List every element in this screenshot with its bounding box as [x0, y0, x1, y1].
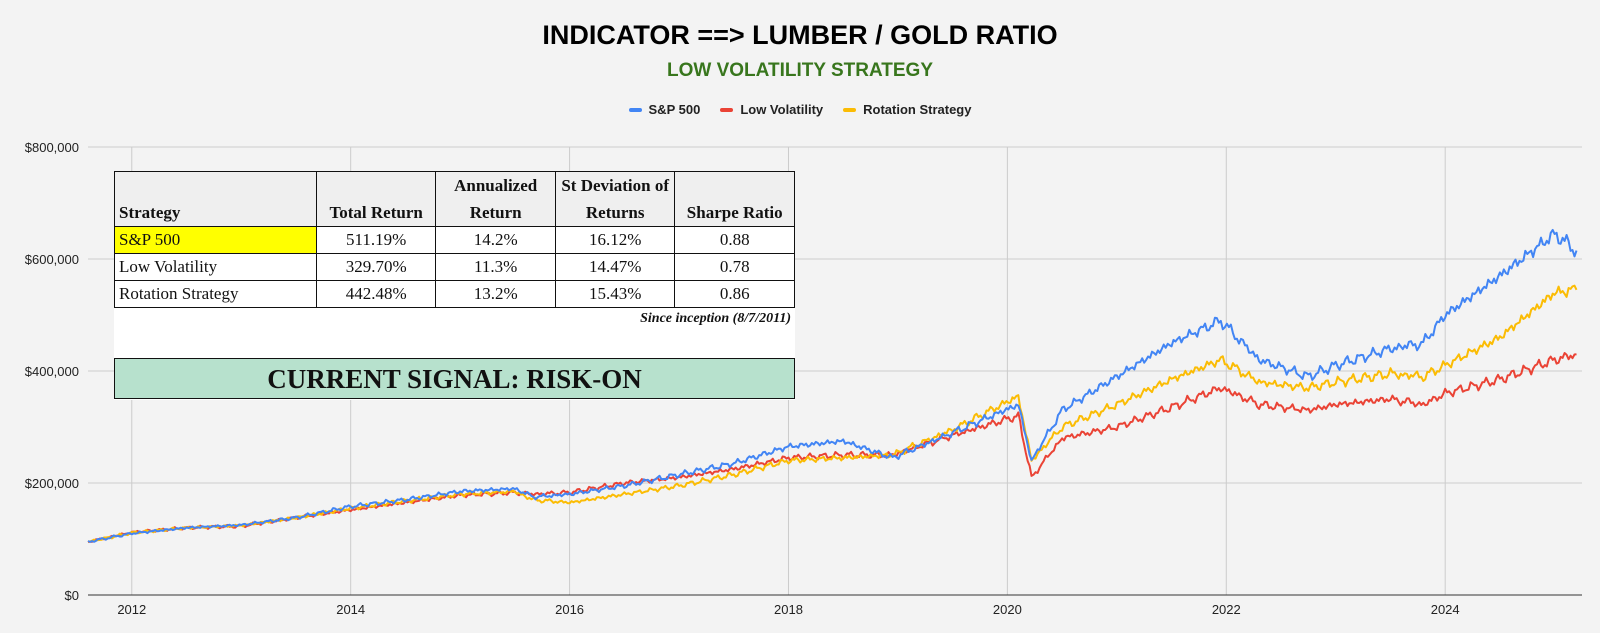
cell-annualized-return: 11.3%	[435, 253, 556, 281]
series-line-low-volatility	[87, 352, 1577, 544]
table-row: Low Volatility 329.70% 11.3% 14.47% 0.78	[114, 253, 795, 281]
col-header-total-return: Total Return	[315, 171, 437, 227]
cell-total-return: 329.70%	[315, 253, 437, 281]
col-header-annualized-return: Annualized Return	[435, 171, 556, 227]
y-tick-label: $0	[65, 588, 79, 603]
cell-st-deviation: 16.12%	[554, 226, 676, 254]
y-tick-label: $600,000	[25, 252, 79, 267]
chart-title: INDICATOR ==> LUMBER / GOLD RATIO	[542, 20, 1058, 50]
cell-annualized-return: 13.2%	[435, 280, 556, 308]
x-tick-label: 2012	[117, 602, 146, 617]
table-row: Rotation Strategy 442.48% 13.2% 15.43% 0…	[114, 280, 795, 308]
x-tick-label: 2014	[336, 602, 365, 617]
x-tick-label: 2016	[555, 602, 584, 617]
x-tick-label: 2024	[1431, 602, 1460, 617]
legend-label-rotation-strategy: Rotation Strategy	[863, 102, 972, 117]
chart-legend: S&P 500 Low Volatility Rotation Strategy	[0, 102, 1600, 117]
cell-annualized-return: 14.2%	[435, 226, 556, 254]
legend-item-low-volatility[interactable]: Low Volatility	[720, 102, 823, 117]
cell-strategy: S&P 500	[114, 226, 317, 254]
legend-item-sp500[interactable]: S&P 500	[628, 102, 701, 117]
y-tick-label: $200,000	[25, 476, 79, 491]
x-tick-label: 2018	[774, 602, 803, 617]
cell-total-return: 442.48%	[315, 280, 437, 308]
cell-strategy: Rotation Strategy	[114, 280, 317, 308]
table-row: S&P 500 511.19% 14.2% 16.12% 0.88	[114, 226, 795, 254]
x-tick-label: 2022	[1212, 602, 1241, 617]
legend-item-rotation-strategy[interactable]: Rotation Strategy	[843, 102, 971, 117]
cell-strategy: Low Volatility	[114, 253, 317, 281]
stats-header-row: Strategy Total Return Annualized Return …	[114, 171, 795, 227]
y-tick-label: $400,000	[25, 364, 79, 379]
series-line-s-p-500	[87, 228, 1578, 543]
inception-note: Since inception (8/7/2011)	[640, 311, 791, 326]
y-tick-label: $800,000	[25, 140, 79, 155]
x-tick-label: 2020	[993, 602, 1022, 617]
col-header-strategy: Strategy	[114, 171, 317, 227]
stats-table: Strategy Total Return Annualized Return …	[114, 171, 795, 308]
chart-subtitle: LOW VOLATILITY STRATEGY	[667, 60, 933, 81]
stats-panel: Strategy Total Return Annualized Return …	[114, 171, 795, 400]
legend-label-low-volatility: Low Volatility	[740, 102, 824, 117]
cell-sharpe-ratio: 0.86	[674, 280, 795, 308]
series-line-rotation-strategy	[87, 284, 1578, 543]
current-signal-banner: CURRENT SIGNAL: RISK-ON	[114, 358, 795, 399]
cell-sharpe-ratio: 0.78	[674, 253, 795, 281]
legend-label-sp500: S&P 500	[648, 102, 701, 117]
legend-swatch-rotation-strategy	[843, 107, 857, 112]
legend-swatch-low-volatility	[720, 107, 734, 112]
cell-st-deviation: 14.47%	[554, 253, 676, 281]
col-header-sharpe-ratio: Sharpe Ratio	[674, 171, 795, 227]
cell-total-return: 511.19%	[315, 226, 437, 254]
cell-st-deviation: 15.43%	[554, 280, 676, 308]
cell-sharpe-ratio: 0.88	[674, 226, 795, 254]
legend-swatch-sp500	[628, 107, 642, 112]
col-header-st-deviation: St Deviation of Returns	[554, 171, 676, 227]
